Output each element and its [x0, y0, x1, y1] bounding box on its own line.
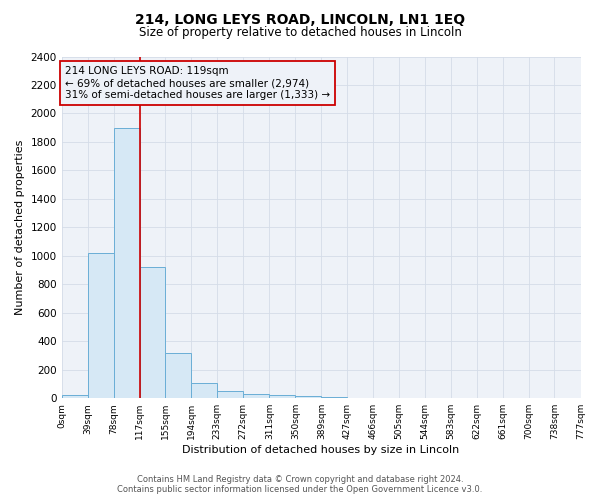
Text: 214 LONG LEYS ROAD: 119sqm
← 69% of detached houses are smaller (2,974)
31% of s: 214 LONG LEYS ROAD: 119sqm ← 69% of deta… [65, 66, 330, 100]
Bar [88, 253, 114, 398]
Bar [243, 394, 269, 398]
Text: Size of property relative to detached houses in Lincoln: Size of property relative to detached ho… [139, 26, 461, 39]
Bar [191, 382, 217, 398]
Y-axis label: Number of detached properties: Number of detached properties [15, 140, 25, 315]
X-axis label: Distribution of detached houses by size in Lincoln: Distribution of detached houses by size … [182, 445, 460, 455]
Text: Contains HM Land Registry data © Crown copyright and database right 2024.
Contai: Contains HM Land Registry data © Crown c… [118, 474, 482, 494]
Bar [217, 391, 243, 398]
Bar [62, 396, 88, 398]
Bar [269, 396, 295, 398]
Bar [295, 396, 322, 398]
Bar [165, 352, 191, 398]
Text: 214, LONG LEYS ROAD, LINCOLN, LN1 1EQ: 214, LONG LEYS ROAD, LINCOLN, LN1 1EQ [135, 12, 465, 26]
Bar [322, 397, 347, 398]
Bar [114, 128, 140, 398]
Bar [140, 267, 165, 398]
